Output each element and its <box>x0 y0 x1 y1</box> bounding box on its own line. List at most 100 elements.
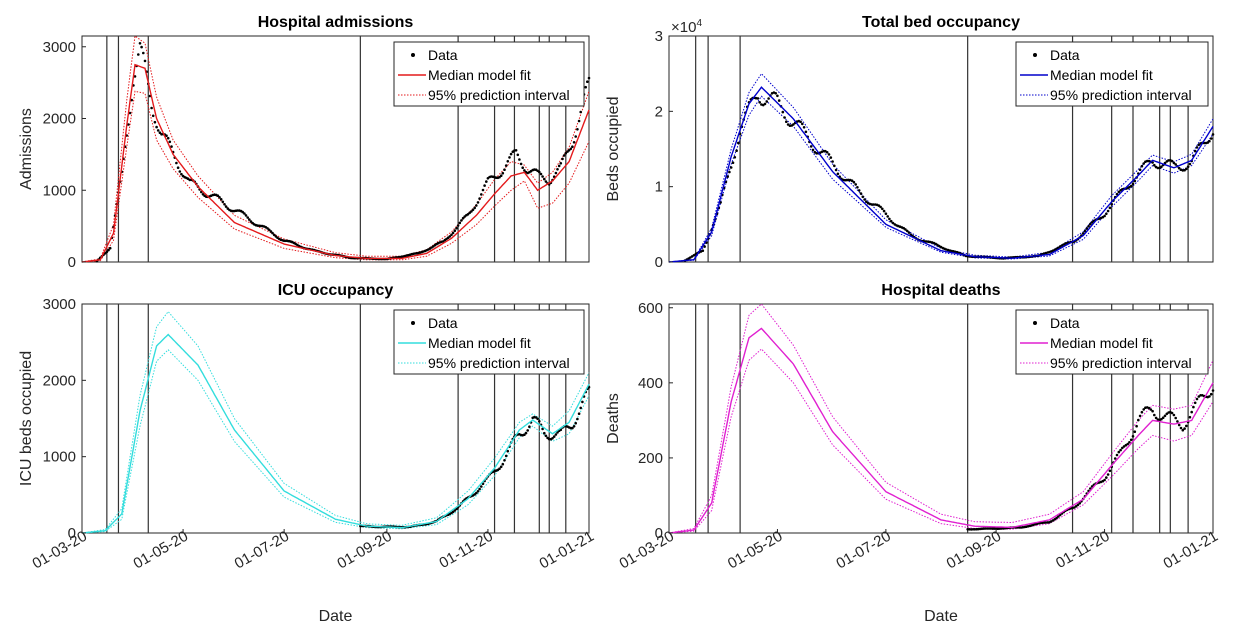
data-point <box>156 129 160 132</box>
legend-entry: Median model fit <box>1050 67 1153 83</box>
data-point <box>1160 417 1163 421</box>
data-point <box>1190 410 1193 414</box>
x-tick-label: 01-05-20 <box>131 528 192 573</box>
legend-entry: Data <box>428 315 458 331</box>
data-point <box>1108 206 1112 210</box>
data-point <box>105 250 109 253</box>
data-point <box>453 509 457 512</box>
data-point <box>1108 469 1112 473</box>
data-point <box>498 467 501 471</box>
data-point <box>216 194 220 197</box>
data-point <box>1165 412 1169 416</box>
data-point <box>1137 418 1140 422</box>
data-point <box>450 233 453 237</box>
data-point <box>1115 192 1119 196</box>
data-point <box>1115 453 1119 457</box>
data-point <box>151 114 155 118</box>
median-fit-line <box>81 333 590 534</box>
data-point <box>776 94 779 98</box>
data-point <box>1090 221 1094 224</box>
data-point <box>476 201 480 204</box>
data-point <box>551 437 554 440</box>
data-point <box>133 75 137 78</box>
data-point <box>852 180 856 184</box>
y-tick-label: 3000 <box>43 39 76 56</box>
y-axis-label: Deaths <box>605 393 622 444</box>
legend-entry: 95% prediction interval <box>1050 87 1192 103</box>
data-point <box>907 231 911 234</box>
legend: Data Median model fit 95% prediction inter… <box>393 309 585 375</box>
data-point <box>859 192 863 195</box>
data-point <box>1172 161 1176 165</box>
legend-data-marker <box>1033 53 1037 57</box>
data-point <box>153 120 157 124</box>
data-point <box>703 245 706 248</box>
data-point <box>271 231 274 235</box>
data-point <box>544 180 548 183</box>
x-tick-label: 01-09-20 <box>334 528 395 573</box>
data-point <box>1193 149 1197 153</box>
data-point <box>905 229 909 233</box>
chart-panel-2: 0 1 2 3 ×104 Total bed occupancy Beds occupied… <box>605 14 1215 271</box>
data-point <box>541 427 544 431</box>
chart-title: Total bed occupancy <box>862 14 1020 31</box>
data-point <box>501 171 505 175</box>
data-point <box>587 76 591 80</box>
data-point <box>480 193 483 196</box>
data-point <box>994 527 998 530</box>
data-point <box>1161 416 1165 420</box>
data-point <box>1106 473 1110 476</box>
data-point <box>475 491 478 495</box>
y-tick-label: 2000 <box>43 372 76 389</box>
data-point <box>473 206 477 210</box>
data-point <box>524 431 528 435</box>
y-tick-label: 2 <box>655 103 663 120</box>
data-point <box>1193 401 1197 405</box>
data-point <box>180 172 183 176</box>
data-point <box>1140 410 1144 414</box>
data-point <box>831 160 834 163</box>
data-point <box>107 248 110 252</box>
legend: Data Median model fit 95% prediction inter… <box>393 41 585 107</box>
data-point <box>850 179 854 182</box>
data-point <box>1153 413 1156 417</box>
data-point <box>1186 165 1190 168</box>
legend-entry: Data <box>1050 315 1080 331</box>
data-point <box>802 126 806 129</box>
data-point <box>888 217 891 221</box>
data-point <box>1209 392 1213 396</box>
data-point <box>559 162 563 165</box>
data-point <box>165 134 168 137</box>
data-point <box>856 186 859 189</box>
data-point <box>729 166 733 169</box>
chart-panel-4: 0 200 400 600 01-03-20 01-05-20 01-07-20 01-09-… <box>605 282 1221 625</box>
data-point <box>1185 167 1188 171</box>
data-point <box>758 101 761 104</box>
data-point <box>731 161 735 164</box>
median-fit-line <box>668 86 1214 263</box>
data-point <box>987 527 991 530</box>
data-point <box>576 417 579 421</box>
data-point <box>857 189 861 192</box>
y-tick-label: 1000 <box>43 449 76 466</box>
data-point <box>1113 457 1117 460</box>
x-tick-label: 01-07-20 <box>232 528 293 573</box>
data-point <box>836 172 840 176</box>
chart-title: Hospital admissions <box>258 14 414 31</box>
data-point <box>506 449 510 453</box>
data-point <box>1087 225 1090 228</box>
data-point <box>501 462 505 466</box>
data-point <box>833 164 836 168</box>
y-axis-label: ICU beds occupied <box>18 351 35 486</box>
data-point <box>554 171 558 175</box>
data-point <box>1076 503 1080 507</box>
data-point <box>1133 430 1137 434</box>
y-tick-label: 600 <box>638 300 663 317</box>
data-point <box>248 218 251 221</box>
legend-data-marker <box>411 321 415 325</box>
data-point <box>509 152 513 156</box>
data-point <box>1142 408 1145 411</box>
data-point <box>1103 214 1106 218</box>
data-point <box>140 45 143 49</box>
data-point <box>466 213 470 216</box>
